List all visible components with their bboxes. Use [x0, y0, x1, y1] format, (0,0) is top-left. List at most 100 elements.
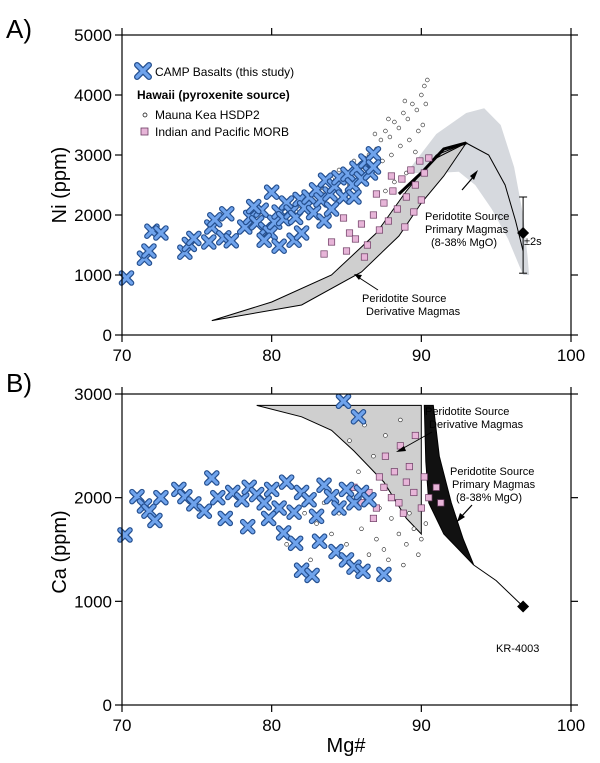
point-mauna-kea: [416, 552, 421, 557]
panel-b-frame: [121, 393, 572, 706]
point-mauna-kea: [410, 101, 415, 107]
panel-a-primary-label-2: Primary Magmas: [425, 224, 509, 236]
point-morb: [365, 488, 373, 497]
point-morb: [387, 172, 395, 180]
point-morb: [401, 223, 409, 231]
point-camp-basalt: [147, 512, 163, 529]
point-camp-basalt: [196, 503, 213, 519]
point-camp-basalt-fill: [332, 501, 346, 515]
legend-background: [127, 58, 306, 144]
y-tick-label: 2000: [74, 489, 112, 508]
point-camp-basalt-fill: [297, 201, 312, 215]
point-camp-basalt-fill: [312, 534, 327, 548]
point-mauna-kea: [419, 536, 424, 542]
point-camp-basalt-fill: [235, 493, 249, 507]
point-camp-basalt: [287, 535, 304, 552]
point-morb: [417, 196, 425, 204]
point-camp-basalt-fill: [257, 233, 271, 247]
point-mauna-kea: [389, 152, 394, 158]
x-tick-label: 70: [113, 346, 132, 365]
point-morb: [375, 226, 383, 234]
point-camp-basalt: [201, 234, 217, 250]
panel-b-points: [117, 393, 530, 613]
point-morb: [380, 483, 388, 491]
y-tick-label: 3000: [74, 146, 112, 165]
x-tick-label: 100: [557, 716, 585, 735]
point-morb: [407, 166, 415, 174]
point-camp-basalt: [361, 491, 377, 508]
point-morb: [402, 193, 410, 201]
point-mauna-kea: [381, 547, 387, 552]
point-camp-basalt: [153, 489, 169, 506]
x-tick-label: 80: [262, 716, 281, 735]
point-camp-basalt: [275, 525, 292, 541]
point-mauna-kea: [401, 562, 406, 568]
point-morb: [437, 499, 445, 507]
point-camp-basalt-fill: [257, 496, 271, 510]
kr4003-point: [517, 600, 530, 613]
legend-label-camp: CAMP Basalts (this study): [155, 65, 294, 79]
point-camp-basalt: [376, 566, 392, 583]
point-mauna-kea: [396, 125, 402, 131]
y-tick-label: 3000: [74, 385, 112, 404]
point-morb: [375, 473, 383, 481]
point-camp-basalt: [217, 510, 234, 527]
point-mauna-kea: [386, 557, 391, 563]
point-morb: [363, 241, 372, 249]
point-mauna-kea: [383, 188, 388, 194]
point-morb: [398, 175, 406, 183]
panel-a-shaded-regions: [211, 108, 530, 322]
point-mauna-kea: [314, 521, 319, 526]
point-mauna-kea: [302, 511, 307, 516]
point-camp-basalt: [293, 562, 310, 579]
point-camp-basalt: [218, 206, 235, 222]
panel-a-derivative-label-1: Peridotite Source: [362, 293, 446, 305]
point-mauna-kea: [359, 526, 364, 531]
primary-magma-thick-segment: [397, 141, 467, 196]
panel-b-arrows: [396, 431, 473, 522]
point-camp-basalt: [239, 518, 256, 535]
panel-a-ylabel: Ni (ppm): [49, 147, 71, 224]
point-mauna-kea: [416, 128, 421, 134]
point-camp-basalt: [311, 533, 328, 550]
point-mauna-kea: [356, 469, 361, 474]
point-mauna-kea: [411, 526, 417, 531]
point-mauna-kea: [419, 92, 424, 98]
point-mauna-kea: [398, 143, 403, 149]
legend-label-maunakea: Mauna Kea HSDP2: [155, 108, 260, 122]
point-morb: [372, 190, 380, 198]
point-camp-basalt-fill: [241, 520, 255, 534]
point-camp-basalt-fill: [317, 214, 331, 228]
panel-b-derivative-label-1: Peridotite Source: [425, 406, 509, 418]
point-mauna-kea: [407, 137, 412, 143]
panel-b-label: B): [6, 368, 32, 398]
panel-a-label: A): [6, 14, 32, 44]
panel-b-derivative-label-2: Derivative Magmas: [429, 419, 524, 431]
point-camp-basalt: [118, 270, 135, 286]
point-camp-basalt: [245, 198, 262, 215]
point-camp-basalt: [323, 201, 340, 217]
point-mauna-kea: [414, 107, 420, 113]
point-mauna-kea: [308, 557, 313, 563]
point-camp-basalt: [346, 189, 362, 205]
point-morb: [399, 509, 407, 517]
point-mauna-kea: [392, 119, 397, 125]
point-morb: [425, 154, 433, 162]
point-mauna-kea: [407, 511, 412, 516]
point-camp-basalt-fill: [324, 202, 339, 216]
point-mauna-kea: [425, 77, 430, 83]
point-mauna-kea: [366, 552, 372, 557]
point-camp-basalt: [263, 481, 280, 498]
point-camp-basalt: [335, 393, 352, 410]
point-camp-basalt-fill: [208, 213, 222, 227]
point-camp-basalt-fill: [272, 239, 286, 253]
point-camp-basalt-fill: [202, 235, 216, 249]
point-camp-basalt-fill: [309, 509, 324, 523]
point-morb: [425, 494, 433, 502]
point-camp-basalt-fill: [272, 501, 286, 515]
point-morb: [395, 499, 403, 507]
point-camp-basalt: [293, 225, 310, 241]
point-camp-basalt-fill: [317, 478, 331, 492]
